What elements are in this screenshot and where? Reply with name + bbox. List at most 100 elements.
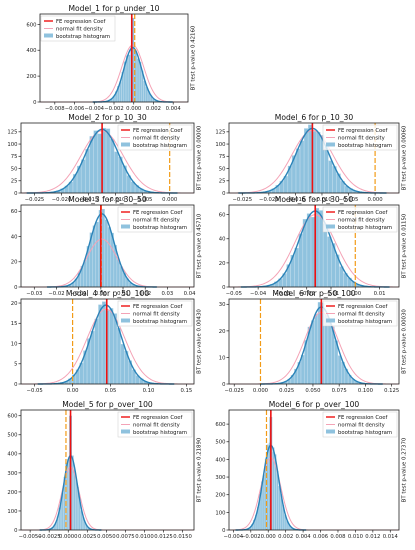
x-tick-label: 0.012 bbox=[365, 534, 380, 540]
legend-normal-label: normal fit density bbox=[133, 312, 180, 318]
histogram-bar bbox=[143, 80, 146, 103]
histogram-bar bbox=[128, 54, 131, 103]
histogram-bar bbox=[116, 259, 120, 288]
y-tick-label: 100 bbox=[215, 142, 226, 148]
subplot-6: −0.05 0.00 0.05 0.10 0.15 0 5 10 15 20 Model_4 for… bbox=[11, 289, 203, 394]
x-tick-label: −0.020 bbox=[259, 197, 279, 203]
histogram-bar bbox=[120, 343, 125, 385]
legend-hist-swatch bbox=[121, 142, 130, 147]
legend-hist-swatch bbox=[121, 318, 130, 323]
y-tick-label: 60 bbox=[11, 209, 18, 215]
x-tick-label: 0.000 bbox=[261, 534, 277, 540]
legend: FE regression Coef normal fit densityboot… bbox=[117, 411, 193, 438]
legend-hist-label: bootstrap histogram bbox=[338, 319, 392, 325]
histogram-bars bbox=[257, 208, 373, 288]
x-tick-label: −0.02 bbox=[48, 291, 64, 297]
legend: FE regression Coef normal fit densityboot… bbox=[117, 206, 193, 233]
histogram-bar bbox=[327, 236, 332, 288]
y-tick-label: 40 bbox=[219, 237, 226, 243]
y-tick-label: 400 bbox=[215, 457, 226, 463]
y-tick-label: 50 bbox=[11, 166, 18, 172]
plot-frame bbox=[20, 122, 195, 194]
legend-fe-label: FE regression Coef bbox=[133, 128, 183, 134]
legend-box bbox=[322, 124, 398, 151]
legend-hist-swatch bbox=[44, 33, 53, 38]
x-tick-label: −0.004 bbox=[224, 534, 244, 540]
x-tick-label: 0.01 bbox=[117, 291, 129, 297]
x-tick-label: 0.000 bbox=[253, 388, 269, 394]
x-tick-label: 0.002 bbox=[278, 534, 293, 540]
x-tick-label: 0.010 bbox=[348, 534, 364, 540]
legend: FE regression Coef normal fit densityboot… bbox=[117, 124, 193, 151]
legend-hist-swatch bbox=[326, 318, 335, 323]
x-tick-label: 0.05 bbox=[105, 388, 117, 394]
histogram-bar bbox=[95, 221, 99, 288]
histogram-bar bbox=[298, 233, 303, 288]
legend-fe-label: FE regression Coef bbox=[338, 415, 388, 421]
y-tick-label: 100 bbox=[215, 510, 226, 516]
plot-frame bbox=[228, 204, 400, 288]
histogram-bar bbox=[310, 216, 315, 288]
subplot-title: Model_4 for p_50_100 bbox=[66, 289, 149, 298]
y-tick-label: 75 bbox=[219, 154, 226, 160]
legend-fe-label: FE regression Coef bbox=[338, 304, 388, 310]
histogram-bar bbox=[126, 55, 129, 103]
histogram-bar bbox=[324, 146, 329, 194]
x-tick-label: −0.002 bbox=[104, 106, 124, 112]
x-tick-label: 0.075 bbox=[332, 388, 347, 394]
normal-fit-curve bbox=[229, 129, 399, 194]
y-tick-label: 200 bbox=[7, 490, 18, 496]
histogram-bar bbox=[73, 469, 76, 531]
x-tick-label: 0.000 bbox=[368, 197, 384, 203]
y-tick-label: 0 bbox=[14, 382, 18, 388]
x-tick-label: −0.0025 bbox=[38, 534, 61, 540]
y-tick-label: 30 bbox=[219, 302, 226, 308]
subplot-title: Model_6 for p_over_100 bbox=[269, 400, 360, 409]
y-tick-label: 10 bbox=[219, 355, 226, 361]
y-tick-label: 125 bbox=[7, 130, 17, 136]
x-tick-label: −0.04 bbox=[250, 291, 267, 297]
legend-box bbox=[117, 411, 193, 438]
histogram-bar bbox=[306, 213, 311, 288]
legend-box bbox=[40, 15, 116, 42]
y-tick-label: 0 bbox=[14, 528, 18, 534]
bt-test-pvalue-label: BT test p-value 0.42160 bbox=[191, 25, 197, 90]
y-tick-label: 0 bbox=[14, 285, 18, 291]
histogram-bar bbox=[102, 301, 106, 385]
legend-fe-label: FE regression Coef bbox=[133, 210, 183, 216]
y-tick-label: 10 bbox=[11, 341, 18, 347]
legend-fe-label: FE regression Coef bbox=[338, 210, 388, 216]
x-tick-label: 0.002 bbox=[146, 106, 161, 112]
x-tick-label: 0.006 bbox=[313, 534, 329, 540]
y-tick-label: 40 bbox=[11, 234, 18, 240]
y-tick-label: 0 bbox=[222, 528, 226, 534]
histogram-bar bbox=[92, 225, 96, 288]
y-tick-label: 200 bbox=[26, 74, 37, 80]
legend-box bbox=[117, 124, 193, 151]
y-tick-label: 400 bbox=[26, 48, 37, 54]
y-tick-label: 0 bbox=[222, 191, 226, 197]
bt-test-pvalue-label: BT test p-value 0.45710 bbox=[197, 213, 203, 278]
legend-hist-swatch bbox=[326, 224, 335, 229]
bt-test-pvalue-label: BT test p-value 0.21890 bbox=[197, 437, 203, 502]
subplot-title: Model_3 for p_30_50 bbox=[68, 195, 147, 204]
x-tick-label: −0.025 bbox=[224, 388, 244, 394]
histogram-spike-bar bbox=[131, 17, 135, 103]
x-tick-label: 0.03 bbox=[161, 291, 173, 297]
y-tick-label: 125 bbox=[215, 130, 225, 136]
plot-frame bbox=[20, 204, 195, 288]
histogram-bar bbox=[276, 471, 279, 531]
x-tick-label: 0.02 bbox=[139, 291, 151, 297]
legend-normal-label: normal fit density bbox=[133, 423, 180, 429]
x-tick-label: 0.004 bbox=[296, 534, 312, 540]
histogram-bar bbox=[323, 223, 328, 288]
histogram-bar bbox=[266, 444, 269, 531]
histogram-bar bbox=[98, 304, 102, 385]
histogram-bar bbox=[117, 328, 121, 385]
subplot-7: −0.025 0.000 0.025 0.050 0.075 0.100 0.125 0 10 2… bbox=[219, 289, 408, 394]
y-tick-label: 50 bbox=[219, 166, 226, 172]
x-tick-label: 0.014 bbox=[383, 534, 399, 540]
legend-normal-label: normal fit density bbox=[338, 423, 385, 429]
plot-frame bbox=[20, 298, 195, 385]
